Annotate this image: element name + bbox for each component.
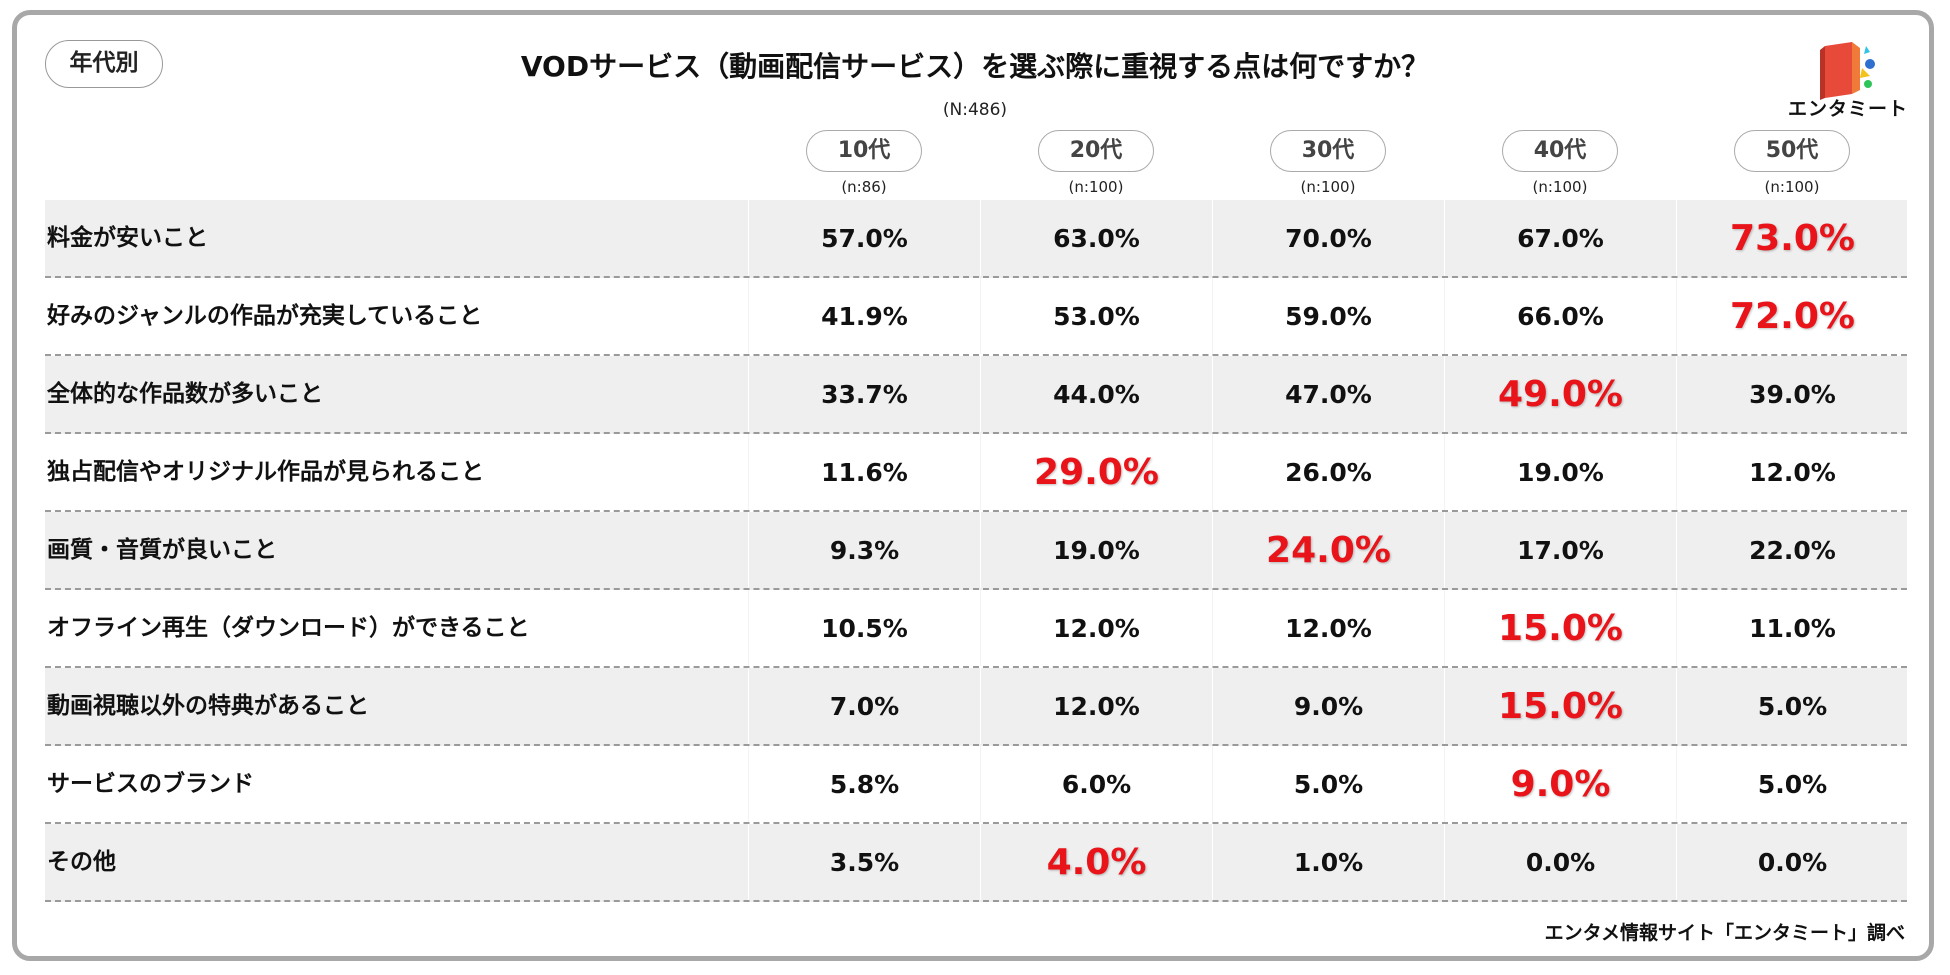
column-label: 40代 — [1502, 130, 1618, 172]
column-label: 20代 — [1038, 130, 1154, 172]
value-cell-highlight: 9.0% — [1444, 746, 1676, 822]
value-cell-highlight: 15.0% — [1444, 668, 1676, 744]
value-cell: 12.0% — [980, 668, 1212, 744]
value-cell: 12.0% — [980, 590, 1212, 666]
row-label: 好みのジャンルの作品が充実していること — [47, 303, 483, 329]
column-sample-size: (n:100) — [1764, 178, 1820, 196]
value-cell: 0.0% — [1676, 824, 1908, 900]
value-cell: 26.0% — [1212, 434, 1444, 510]
value-cell-highlight: 15.0% — [1444, 590, 1676, 666]
column-header: 50代 (n:100) — [1676, 130, 1908, 196]
value-cell: 9.0% — [1212, 668, 1444, 744]
table-row: 画質・音質が良いこと 9.3% 19.0% 24.0% 17.0% 22.0% — [45, 512, 1907, 590]
column-sample-size: (n:86) — [841, 178, 887, 196]
value-cell: 19.0% — [1444, 434, 1676, 510]
table-row: 動画視聴以外の特典があること 7.0% 12.0% 9.0% 15.0% 5.0% — [45, 668, 1907, 746]
column-header: 30代 (n:100) — [1212, 130, 1444, 196]
value-cell-highlight: 73.0% — [1676, 200, 1908, 276]
column-label: 50代 — [1734, 130, 1850, 172]
row-label: 全体的な作品数が多いこと — [47, 381, 323, 407]
value-cell: 47.0% — [1212, 356, 1444, 432]
value-cell: 19.0% — [980, 512, 1212, 588]
value-cell: 41.9% — [748, 278, 980, 354]
row-label: 画質・音質が良いこと — [47, 537, 277, 563]
value-cell: 5.0% — [1676, 668, 1908, 744]
value-cell: 59.0% — [1212, 278, 1444, 354]
value-cell: 44.0% — [980, 356, 1212, 432]
source-note: エンタメ情報サイト「エンタミート」調べ — [1544, 922, 1905, 944]
column-label: 10代 — [806, 130, 922, 172]
value-cell: 3.5% — [748, 824, 980, 900]
chart-frame — [12, 10, 1934, 961]
value-cell-highlight: 72.0% — [1676, 278, 1908, 354]
value-cell: 53.0% — [980, 278, 1212, 354]
total-sample-size: (N:486) — [942, 100, 1008, 120]
value-cell-highlight: 24.0% — [1212, 512, 1444, 588]
table-row: オフライン再生（ダウンロード）ができること 10.5% 12.0% 12.0% 15.0… — [45, 590, 1907, 668]
column-sample-size: (n:100) — [1532, 178, 1588, 196]
value-cell: 33.7% — [748, 356, 980, 432]
row-label: サービスのブランド — [47, 771, 254, 797]
value-cell: 6.0% — [980, 746, 1212, 822]
data-table: 料金が安いこと 57.0% 63.0% 70.0% 67.0% 73.0% 好みのジャンルの… — [45, 200, 1907, 902]
column-header: 10代 (n:86) — [748, 130, 980, 196]
value-cell: 10.5% — [748, 590, 980, 666]
value-cell-highlight: 49.0% — [1444, 356, 1676, 432]
table-row: サービスのブランド 5.8% 6.0% 5.0% 9.0% 5.0% — [45, 746, 1907, 824]
column-header: 40代 (n:100) — [1444, 130, 1676, 196]
value-cell: 5.0% — [1212, 746, 1444, 822]
value-cell: 63.0% — [980, 200, 1212, 276]
value-cell: 9.3% — [748, 512, 980, 588]
row-label: オフライン再生（ダウンロード）ができること — [47, 615, 530, 641]
value-cell: 11.0% — [1676, 590, 1908, 666]
value-cell: 12.0% — [1676, 434, 1908, 510]
table-row: 全体的な作品数が多いこと 33.7% 44.0% 47.0% 49.0% 39.0% — [45, 356, 1907, 434]
table-row: その他 3.5% 4.0% 1.0% 0.0% 0.0% — [45, 824, 1907, 902]
row-label: 料金が安いこと — [47, 225, 208, 251]
value-cell: 7.0% — [748, 668, 980, 744]
value-cell: 5.8% — [748, 746, 980, 822]
value-cell: 1.0% — [1212, 824, 1444, 900]
value-cell: 11.6% — [748, 434, 980, 510]
row-label: 独占配信やオリジナル作品が見られること — [47, 459, 484, 485]
value-cell: 12.0% — [1212, 590, 1444, 666]
column-sample-size: (n:100) — [1068, 178, 1124, 196]
table-row: 独占配信やオリジナル作品が見られること 11.6% 29.0% 26.0% 19.0% 1… — [45, 434, 1907, 512]
segment-badge: 年代別 — [45, 40, 163, 88]
row-label: その他 — [47, 849, 116, 875]
table-row: 料金が安いこと 57.0% 63.0% 70.0% 67.0% 73.0% — [45, 200, 1907, 278]
table-row: 好みのジャンルの作品が充実していること 41.9% 53.0% 59.0% 66.0% 7… — [45, 278, 1907, 356]
value-cell: 5.0% — [1676, 746, 1908, 822]
value-cell: 70.0% — [1212, 200, 1444, 276]
column-sample-size: (n:100) — [1300, 178, 1356, 196]
logo-text: エンタミート — [1788, 98, 1909, 120]
value-cell: 0.0% — [1444, 824, 1676, 900]
value-cell: 57.0% — [748, 200, 980, 276]
book-logo-icon — [1820, 42, 1875, 100]
value-cell: 66.0% — [1444, 278, 1676, 354]
column-header: 20代 (n:100) — [980, 130, 1212, 196]
value-cell: 39.0% — [1676, 356, 1908, 432]
row-label: 動画視聴以外の特典があること — [47, 693, 369, 719]
value-cell: 22.0% — [1676, 512, 1908, 588]
chart-title: VODサービス（動画配信サービス）を選ぶ際に重視する点は何ですか？ — [520, 50, 1430, 83]
value-cell: 67.0% — [1444, 200, 1676, 276]
value-cell-highlight: 4.0% — [980, 824, 1212, 900]
value-cell-highlight: 29.0% — [980, 434, 1212, 510]
column-label: 30代 — [1270, 130, 1386, 172]
value-cell: 17.0% — [1444, 512, 1676, 588]
